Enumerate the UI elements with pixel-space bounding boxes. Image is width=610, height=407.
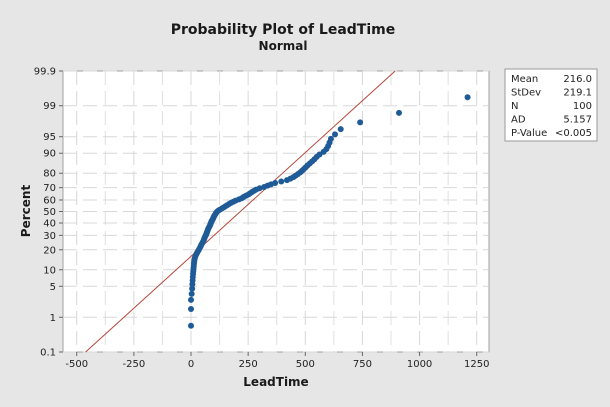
y-tick-label: 20 [43, 245, 56, 256]
stat-value: 5.157 [563, 115, 592, 126]
y-tick-label: 60 [43, 195, 56, 206]
y-tick-label: 1 [50, 313, 56, 324]
y-tick-label: 70 [43, 183, 56, 194]
chart-title: Probability Plot of LeadTime [171, 22, 396, 38]
x-tick-label: 500 [296, 359, 315, 370]
stats-legend: Mean 216.0 StDev 219.1 N 100 AD 5.157 P-Value <0.… [504, 68, 598, 142]
stat-label: StDev [511, 88, 541, 99]
x-axis-label: LeadTime [243, 375, 308, 389]
x-tick-label: 1250 [464, 359, 489, 370]
data-point [272, 179, 279, 186]
stat-label: N [511, 101, 518, 112]
stat-value: <0.005 [555, 128, 592, 139]
data-point [189, 285, 196, 292]
stat-value: 100 [573, 101, 592, 112]
x-tick-label: -500 [65, 359, 88, 370]
stat-value: 216.0 [563, 74, 592, 85]
x-tick-label: 1000 [407, 359, 432, 370]
data-points [188, 94, 471, 329]
data-point [188, 296, 194, 303]
data-point [396, 109, 402, 116]
x-tick-label: -250 [123, 359, 146, 370]
chart-subtitle: Normal [259, 39, 308, 53]
y-tick-label: 0.1 [40, 348, 56, 359]
y-tick-label: 30 [43, 231, 56, 242]
data-point [332, 131, 338, 138]
y-tick-label: 99.9 [34, 67, 56, 78]
data-point [188, 305, 194, 312]
data-point [327, 135, 334, 142]
x-tick-label: 750 [353, 359, 372, 370]
stat-label: P-Value [511, 128, 547, 139]
y-tick-label: 80 [43, 169, 56, 180]
data-point [278, 178, 285, 185]
stat-label: AD [511, 115, 526, 126]
y-tick-label: 90 [43, 149, 56, 160]
stat-value: 219.1 [563, 88, 592, 99]
x-tick-label: 0 [188, 359, 194, 370]
data-point [188, 290, 195, 297]
y-tick-label: 40 [43, 219, 56, 230]
x-axis-ticks: -500 -250 0 250 500 750 1000 1250 [65, 352, 489, 370]
y-tick-label: 99 [43, 101, 56, 112]
y-tick-label: 50 [43, 207, 56, 218]
x-tick-label: 250 [239, 359, 258, 370]
data-point [357, 119, 364, 126]
stat-label: Mean [511, 74, 538, 85]
fit-line [85, 70, 396, 353]
data-point [256, 185, 263, 192]
stats-legend-box [504, 68, 598, 142]
y-tick-label: 95 [43, 132, 56, 143]
data-point [188, 322, 194, 329]
data-point [337, 126, 344, 133]
data-point [464, 94, 471, 101]
normal-fit-line [85, 70, 396, 353]
y-tick-label: 5 [50, 282, 56, 293]
y-axis-label: Percent [19, 185, 33, 238]
y-tick-label: 10 [43, 265, 56, 276]
